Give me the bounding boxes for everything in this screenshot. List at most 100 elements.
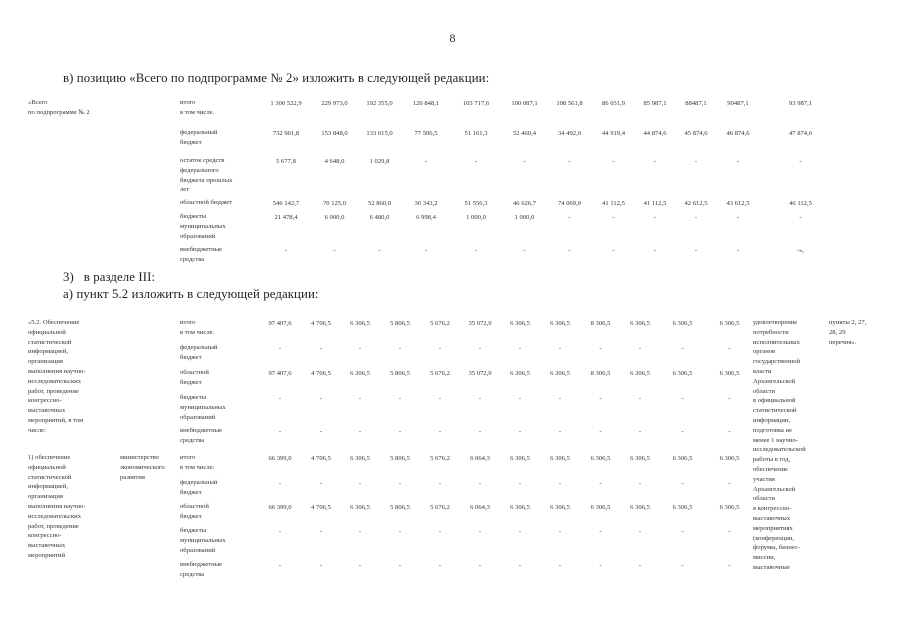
program-row-label: «Всего по подпрограмме № 2 xyxy=(28,99,90,116)
value-cell: 4 706,5 xyxy=(311,319,331,327)
value-cell: - xyxy=(612,246,615,254)
value-cell: 6 306,5 xyxy=(672,454,693,462)
value-cell: 35 072,9 xyxy=(468,319,492,327)
amendment-clause-v: в) позицию «Всего по подпрограмме № 2» и… xyxy=(63,71,490,85)
value-cell: - xyxy=(653,157,657,165)
value-cell: 45 874,6 xyxy=(684,129,708,137)
value-cell: - xyxy=(518,561,522,569)
budget-type-label: внебюджетные средства xyxy=(180,246,223,263)
value-cell: 51 556,3 xyxy=(464,199,488,207)
value-cell: - xyxy=(398,427,402,435)
value-cell: - xyxy=(319,394,323,402)
value-cell: 6 306,5 xyxy=(350,319,370,327)
value-cell: 41 112,5 xyxy=(602,199,625,207)
value-cell: 732 901,8 xyxy=(272,129,300,137)
item-label: 1) обеспечение официальной статистическо… xyxy=(28,454,86,559)
value-cell: 47 874,6 xyxy=(788,129,813,137)
value-cell: 133 015,0 xyxy=(366,129,393,137)
table-vsego-podprogramma-2: «Всего по подпрограмме № 2 итого в том чи… xyxy=(28,98,842,269)
value-cell: 70 125,0 xyxy=(322,199,347,207)
budget-type-label: бюджеты муниципальных образований xyxy=(180,394,226,421)
value-cell: 6 306,5 xyxy=(510,319,530,327)
value-cell: 6 306,5 xyxy=(672,503,693,511)
value-cell: - xyxy=(319,344,323,352)
value-cell: - xyxy=(681,561,684,569)
value-cell: - xyxy=(653,246,657,254)
clause-a-heading: а) пункт 5.2 изложить в следующей редакц… xyxy=(63,287,319,301)
value-cell: - xyxy=(736,246,740,254)
value-cell: - xyxy=(358,561,362,569)
value-cell: 192 355,0 xyxy=(366,99,393,107)
value-cell: 6 306,5 xyxy=(719,319,740,327)
value-cell: - xyxy=(358,479,362,487)
value-cell: - xyxy=(478,561,482,569)
value-cell: - xyxy=(728,479,731,487)
value-cell: - xyxy=(474,157,478,165)
value-cell: 4 706,5 xyxy=(311,369,331,377)
value-cell: - xyxy=(398,344,402,352)
value-cell: - xyxy=(278,394,282,402)
value-cell: 77 506,5 xyxy=(414,129,438,137)
value-cell: - xyxy=(438,427,442,435)
value-cell: - xyxy=(278,479,282,487)
budget-type-label: областной бюджет xyxy=(180,503,209,520)
value-cell: - xyxy=(398,527,402,535)
value-cell: 6 306,5 xyxy=(719,503,740,511)
budget-type-label: областной бюджет xyxy=(180,199,233,206)
value-cell: 86 031,9 xyxy=(601,99,626,107)
value-cell: - xyxy=(728,427,731,435)
value-cell: - xyxy=(599,427,602,435)
value-cell: 6 306,5 xyxy=(350,503,370,511)
budget-type-label: внебюджетные средства xyxy=(180,427,223,444)
value-cell: - xyxy=(378,246,381,254)
value-cell: 66 399,0 xyxy=(268,503,292,511)
value-cell: 6 306,5 xyxy=(350,369,370,377)
value-cell: - xyxy=(523,246,526,254)
value-cell: - xyxy=(728,561,731,569)
value-cell: 6 306,5 xyxy=(510,503,530,511)
value-cell: - xyxy=(736,213,740,221)
budget-type-label: внебюджетные средства xyxy=(180,561,223,578)
value-cell: 8 306,5 xyxy=(590,369,611,377)
budget-type-label: областной бюджет xyxy=(180,369,209,386)
value-cell: - xyxy=(518,479,522,487)
value-cell: - xyxy=(358,427,362,435)
item-label: «5.2. Обеспечение официальной статистиче… xyxy=(28,319,86,434)
value-cell: - xyxy=(638,561,642,569)
value-cell: - xyxy=(638,479,642,487)
value-cell: 229 973,0 xyxy=(321,99,348,107)
value-cell: 6 306,5 xyxy=(719,454,740,462)
value-cell: 6 306,5 xyxy=(350,454,370,462)
budget-type-label: федеральный бюджет xyxy=(180,479,218,496)
value-cell: - xyxy=(599,561,602,569)
budget-type-label: федеральный бюджет xyxy=(180,344,218,361)
value-cell: - xyxy=(398,479,402,487)
value-cell: 6 306,5 xyxy=(630,319,650,327)
value-cell: 5 676,2 xyxy=(430,454,450,462)
value-cell: 46 112,5 xyxy=(789,199,812,207)
value-cell: - xyxy=(799,157,802,165)
value-cell: 1 300 522,9 xyxy=(270,99,302,107)
value-cell: 6 306,5 xyxy=(630,454,650,462)
budget-type-label: итого в том числе. xyxy=(180,99,215,116)
value-cell: - xyxy=(438,479,442,487)
budget-type-label: итого в том числе. xyxy=(180,319,215,336)
value-cell: - xyxy=(638,394,642,402)
value-cell: 97 407,6 xyxy=(268,319,292,327)
executor-label: министерство экономического развития xyxy=(120,454,165,481)
section-3-heading: 3) в разделе III: xyxy=(63,270,156,284)
value-cell: 6 064,3 xyxy=(470,503,490,511)
value-cell: 85 987,1 xyxy=(643,99,667,107)
value-cell: - xyxy=(438,394,442,402)
value-cell: - xyxy=(681,427,684,435)
value-cell: - xyxy=(358,394,362,402)
value-cell: - xyxy=(728,394,731,402)
value-cell: - xyxy=(558,479,562,487)
value-cell: 97 407,6 xyxy=(268,369,292,377)
value-cell: - xyxy=(424,157,428,165)
value-cell: 120 848,1 xyxy=(412,99,440,107)
value-cell: 93 987,1 xyxy=(788,99,813,107)
value-cell: - xyxy=(558,427,562,435)
page-number: 8 xyxy=(449,31,456,45)
value-cell: - xyxy=(398,394,402,402)
